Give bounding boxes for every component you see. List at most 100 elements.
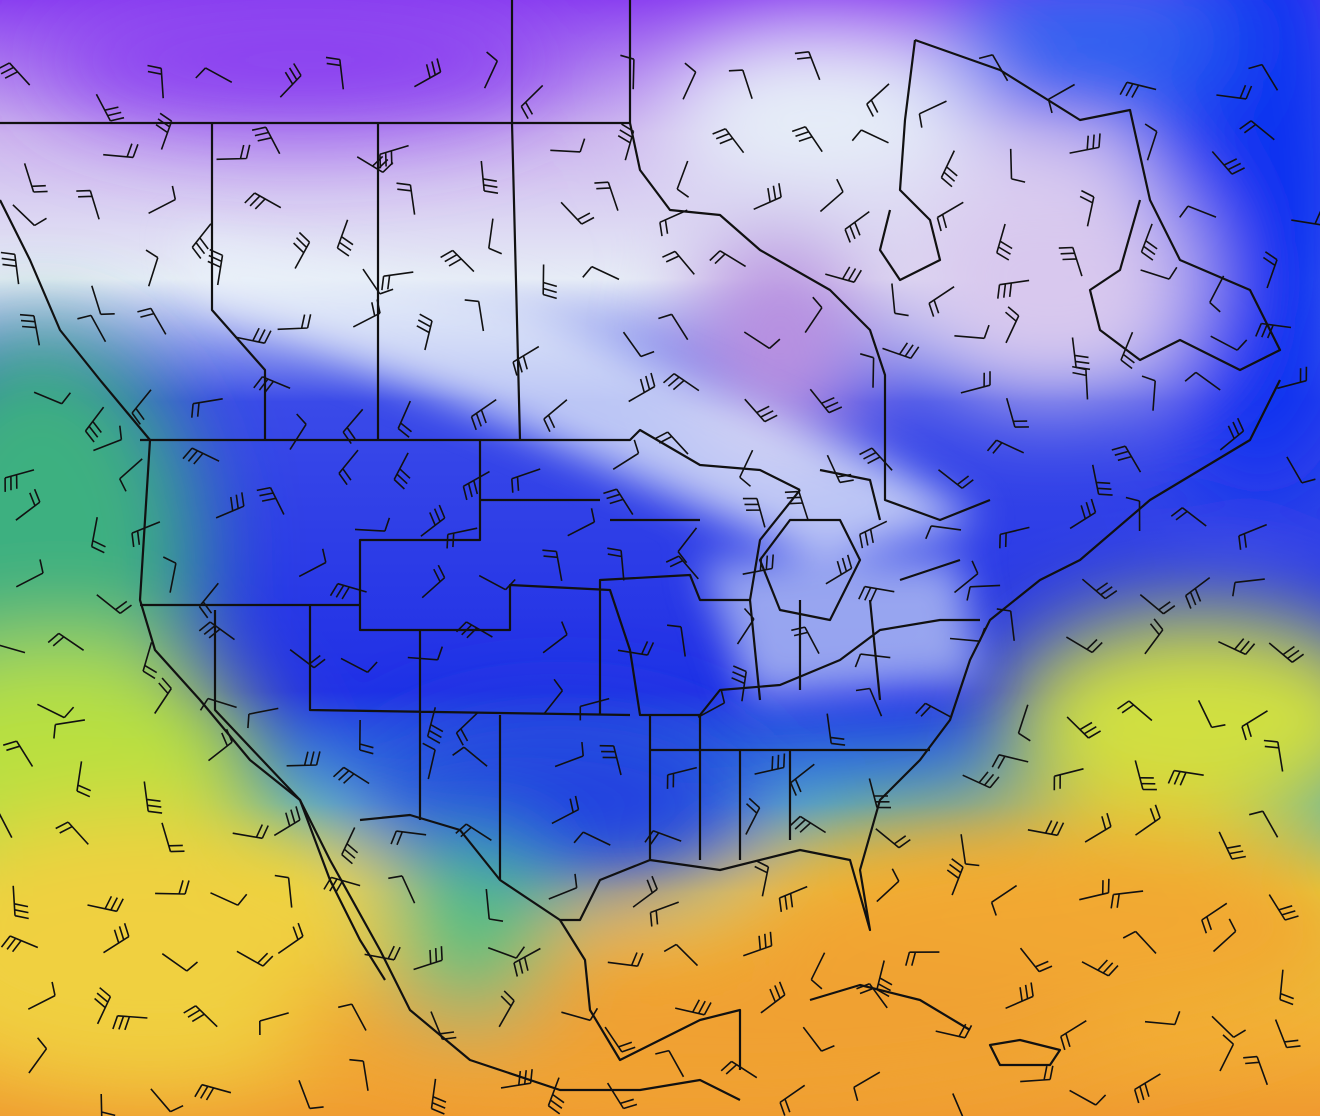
wind-barb <box>0 251 20 285</box>
wind-barb <box>866 83 890 117</box>
wind-barb <box>784 490 809 521</box>
wind-barb <box>332 766 370 785</box>
wind-barb <box>542 549 563 582</box>
wind-barb <box>859 447 893 471</box>
wind-barb <box>666 766 697 789</box>
wind-barb <box>554 742 584 768</box>
wind-barb <box>548 873 578 900</box>
wind-barb <box>663 943 699 967</box>
wind-barb <box>342 408 364 445</box>
wind-barb <box>632 875 658 908</box>
wind-barb <box>859 353 875 388</box>
wind-barb <box>390 830 427 846</box>
wind-barb <box>882 342 920 360</box>
wind-barb <box>323 876 361 894</box>
wind-barb <box>414 58 442 88</box>
wind-barb <box>940 150 958 188</box>
wind-barb <box>1005 982 1034 1010</box>
wind-barb <box>753 183 782 211</box>
wind-barb <box>1091 464 1113 496</box>
wind-barb <box>421 564 446 599</box>
wind-barb <box>336 219 354 257</box>
wind-barb <box>112 1015 148 1031</box>
wind-barb <box>667 624 686 657</box>
wind-barb <box>148 185 177 215</box>
wind-barb <box>1184 371 1221 391</box>
wind-barb <box>1139 593 1176 615</box>
wind-barb <box>1216 84 1253 100</box>
wind-barb <box>1167 769 1204 786</box>
wind-barb <box>150 1088 184 1113</box>
wind-barb <box>1232 578 1265 597</box>
wind-barb <box>960 371 991 394</box>
wind-barb <box>289 413 307 451</box>
wind-barb <box>381 271 414 291</box>
wind-barb <box>779 1084 806 1116</box>
wind-barb <box>1144 123 1158 161</box>
wind-barb <box>858 585 895 602</box>
wind-barb <box>155 112 173 150</box>
wind-barb <box>1140 266 1178 280</box>
wind-barb <box>325 56 345 90</box>
wind-barb <box>426 707 444 744</box>
wind-barb <box>279 63 302 98</box>
wind-barb <box>208 728 233 762</box>
wind-barb <box>1241 710 1268 741</box>
wind-barb <box>1079 189 1095 227</box>
wind-barb <box>1125 496 1141 532</box>
wind-barb <box>855 687 883 717</box>
wind-barb <box>804 296 823 334</box>
wind-barb <box>1065 636 1103 654</box>
wind-barb <box>1197 700 1226 729</box>
greenland-blue <box>940 0 1240 110</box>
wind-barb <box>1133 1073 1161 1104</box>
wind-barb <box>253 376 291 393</box>
wind-barb <box>1110 890 1144 909</box>
wind-barb <box>161 822 185 853</box>
wind-barb <box>1119 81 1157 98</box>
wind-barb <box>298 1080 324 1110</box>
wind-barb <box>677 527 698 564</box>
wind-barb <box>1268 894 1299 921</box>
wind-barb <box>137 307 167 335</box>
wind-barb <box>100 1093 116 1116</box>
wind-barb <box>1219 417 1245 451</box>
wind-barb <box>455 711 479 746</box>
wind-barb <box>293 231 311 269</box>
wind-barb <box>194 1083 232 1101</box>
wind-barb <box>744 398 778 423</box>
wind-barb <box>617 641 655 656</box>
wind-barb <box>1211 150 1245 175</box>
borders <box>0 0 1282 1101</box>
wind-barb <box>938 469 974 489</box>
wind-barb <box>720 1060 758 1079</box>
wind-barb <box>802 1026 835 1052</box>
wind-barb <box>55 821 89 845</box>
wind-barb <box>91 285 115 316</box>
wind-barb <box>96 594 132 615</box>
wind-barb <box>990 884 1018 916</box>
wind-barb <box>162 556 177 593</box>
wind-barb <box>676 160 690 198</box>
wind-barb <box>93 425 123 452</box>
wind-barb <box>198 621 235 641</box>
wind-barb <box>28 1037 48 1074</box>
wind-barb <box>455 621 493 639</box>
wind-barb <box>1170 507 1207 527</box>
wind-barb <box>145 249 159 287</box>
wind-barb <box>513 947 541 977</box>
wind-barb <box>77 314 107 343</box>
wind-barb <box>1238 523 1268 550</box>
wind-barb <box>915 702 953 719</box>
wind-barb <box>15 488 41 521</box>
wind-barb <box>23 163 48 193</box>
wind-barb <box>1279 969 1294 1006</box>
wind-barb <box>47 632 85 651</box>
wind-barb <box>954 324 990 340</box>
wind-barb <box>33 391 72 405</box>
wind-barb <box>962 771 1000 789</box>
wind-barb <box>604 1026 636 1053</box>
wind-barb <box>617 123 635 161</box>
wind-barb <box>997 279 1030 299</box>
